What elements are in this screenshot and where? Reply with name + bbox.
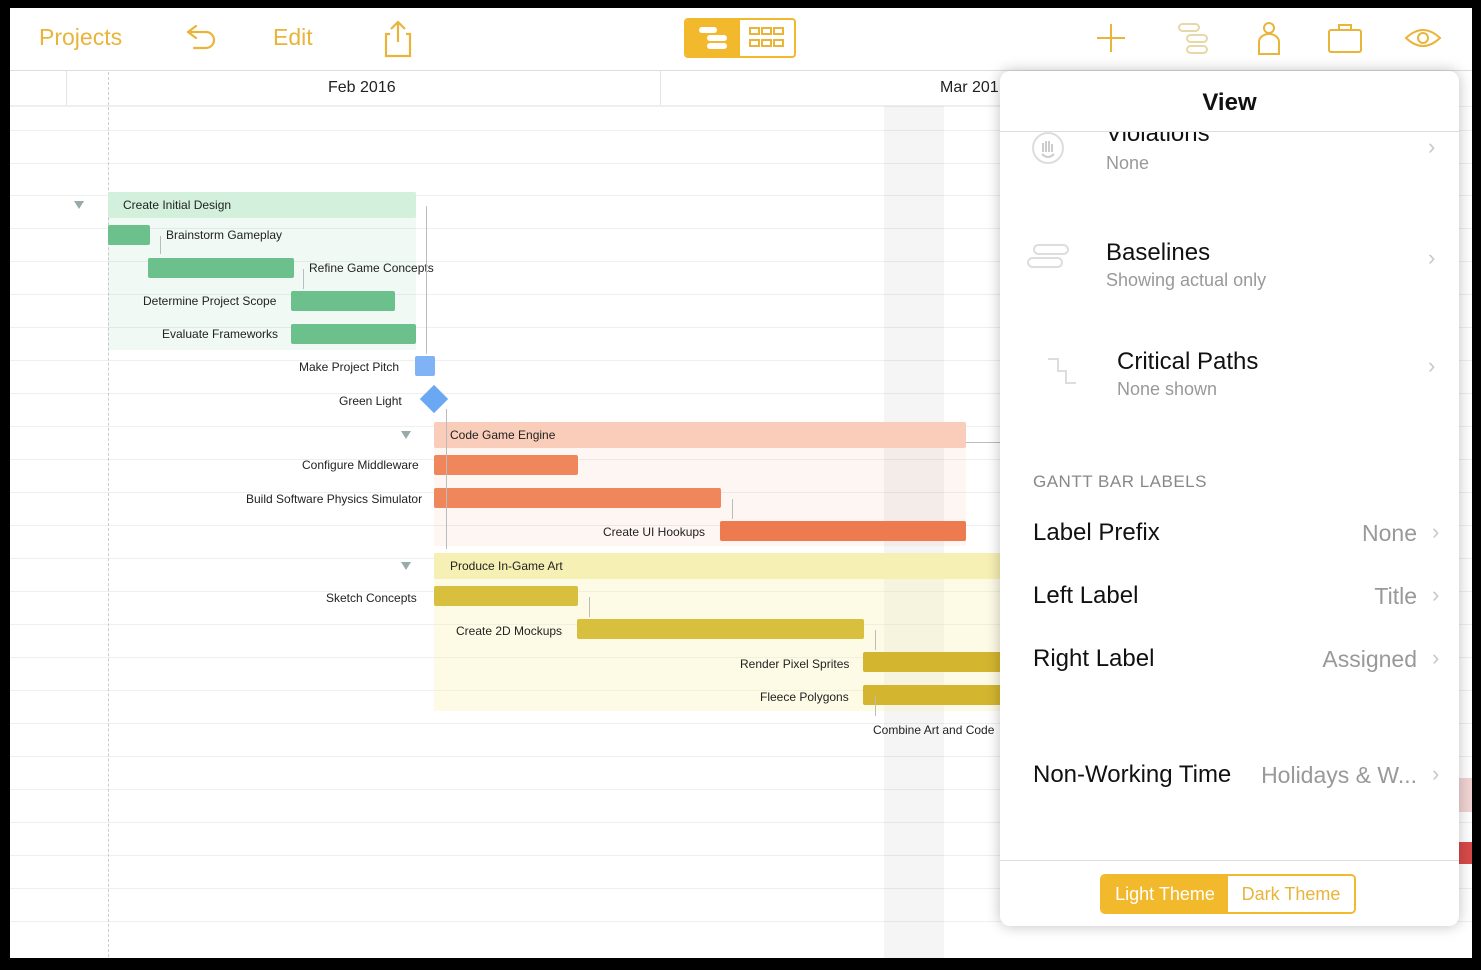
task-label: Code Game Engine: [450, 428, 556, 442]
task-label: Evaluate Frameworks: [162, 327, 279, 341]
milestone-bar[interactable]: [415, 356, 435, 376]
critical-path-icon: [1044, 353, 1080, 394]
right-label-row[interactable]: Right Label Assigned ›: [1000, 637, 1459, 681]
view-popover: View Violations None › Baselines Showing…: [1000, 71, 1459, 926]
row-value: Holidays & W...: [1261, 762, 1417, 788]
chevron-right-icon: ›: [1432, 645, 1440, 670]
row-title: Violations: [1106, 132, 1210, 147]
task-label: Determine Project Scope: [143, 294, 277, 308]
app-screen: Projects Edit: [10, 8, 1472, 958]
briefcase-icon[interactable]: [1325, 18, 1365, 58]
theme-segmented-control: Light Theme Dark Theme: [1100, 874, 1356, 914]
dark-theme-button[interactable]: Dark Theme: [1228, 876, 1354, 912]
task-bar[interactable]: [434, 488, 721, 508]
task-label: Create UI Hookups: [603, 525, 706, 539]
grid-view-icon[interactable]: [740, 20, 794, 56]
edit-button[interactable]: Edit: [273, 24, 313, 50]
toolbar: Projects Edit: [10, 8, 1472, 71]
task-label: Green Light: [339, 394, 402, 408]
task-bar[interactable]: [863, 685, 1010, 705]
gantt-chart: Create Initial Design Brainstorm Gamepla…: [10, 72, 1472, 958]
collapse-triangle-icon[interactable]: [401, 431, 411, 439]
task-label: Create 2D Mockups: [456, 624, 563, 638]
person-icon[interactable]: [1249, 18, 1289, 58]
task-bar[interactable]: [434, 455, 578, 475]
task-bar[interactable]: [720, 521, 966, 541]
task-bar[interactable]: [577, 619, 864, 639]
row-subtitle: Showing actual only: [1106, 270, 1267, 290]
collapse-triangle-icon[interactable]: [74, 201, 84, 209]
task-label: Brainstorm Gameplay: [166, 228, 283, 242]
row-value: None: [1362, 520, 1417, 546]
label-prefix-row[interactable]: Label Prefix None ›: [1000, 511, 1459, 555]
group-bar[interactable]: [108, 192, 416, 218]
projects-button[interactable]: Projects: [39, 24, 123, 50]
row-title: Right Label: [1033, 645, 1155, 672]
baselines-row[interactable]: Baselines Showing actual only ›: [1000, 221, 1459, 291]
month-label: Mar 201: [940, 79, 999, 96]
row-title: Non-Working Time: [1033, 761, 1232, 788]
row-value: Title: [1374, 583, 1417, 609]
task-label: Sketch Concepts: [326, 591, 417, 605]
task-label: Refine Game Concepts: [309, 261, 434, 275]
row-title: Label Prefix: [1033, 519, 1160, 546]
task-label: Configure Middleware: [302, 458, 419, 472]
row-title: Left Label: [1033, 582, 1139, 609]
light-theme-button[interactable]: Light Theme: [1102, 876, 1228, 912]
task-label: Build Software Physics Simulator: [246, 492, 423, 506]
violations-row[interactable]: Violations None ›: [1000, 132, 1459, 202]
row-subtitle: None shown: [1117, 379, 1218, 399]
task-label: Make Project Pitch: [299, 360, 400, 374]
task-bar[interactable]: [291, 291, 395, 311]
popover-title: View: [1202, 89, 1257, 116]
month-label: Feb 2016: [328, 79, 396, 96]
share-icon[interactable]: [378, 18, 418, 58]
row-title: Critical Paths: [1117, 348, 1259, 375]
hand-icon: [1030, 132, 1066, 173]
task-label: Combine Art and Code: [873, 723, 995, 737]
task-bar[interactable]: [108, 225, 150, 245]
eye-icon[interactable]: [1403, 18, 1443, 58]
critical-paths-row[interactable]: Critical Paths None shown ›: [1000, 329, 1459, 399]
add-icon[interactable]: [1091, 18, 1131, 58]
group-bar[interactable]: [434, 553, 1010, 579]
outline-icon[interactable]: [1173, 18, 1213, 58]
task-label: Create Initial Design: [123, 198, 232, 212]
chevron-right-icon: ›: [1428, 134, 1436, 159]
task-bar[interactable]: [291, 324, 416, 344]
group-bar[interactable]: [434, 422, 966, 448]
row-subtitle: None: [1106, 153, 1150, 173]
task-label: Produce In-Game Art: [450, 559, 563, 573]
collapse-triangle-icon[interactable]: [401, 562, 411, 570]
task-bar[interactable]: [148, 258, 294, 278]
chevron-right-icon: ›: [1432, 761, 1440, 786]
left-label-row[interactable]: Left Label Title ›: [1000, 574, 1459, 618]
timeline-header: Feb 2016 Mar 201: [10, 71, 1010, 106]
view-mode-segmented-control: [684, 18, 796, 58]
non-working-time-row[interactable]: Non-Working Time Holidays & W... ›: [1000, 753, 1459, 797]
undo-icon[interactable]: [180, 18, 220, 58]
chevron-right-icon: ›: [1428, 353, 1436, 378]
task-label: Render Pixel Sprites: [740, 657, 850, 671]
row-value: Assigned: [1322, 646, 1417, 672]
chevron-right-icon: ›: [1432, 582, 1440, 607]
gantt-view-icon[interactable]: [686, 20, 740, 56]
task-bar[interactable]: [434, 586, 578, 606]
row-title: Baselines: [1106, 239, 1211, 266]
baselines-icon: [1026, 243, 1072, 276]
milestone-diamond[interactable]: [419, 384, 449, 414]
task-label: Fleece Polygons: [760, 690, 849, 704]
section-header: GANTT BAR LABELS: [1033, 472, 1207, 491]
chevron-right-icon: ›: [1428, 245, 1436, 270]
task-bar[interactable]: [863, 652, 1010, 672]
chevron-right-icon: ›: [1432, 519, 1440, 544]
